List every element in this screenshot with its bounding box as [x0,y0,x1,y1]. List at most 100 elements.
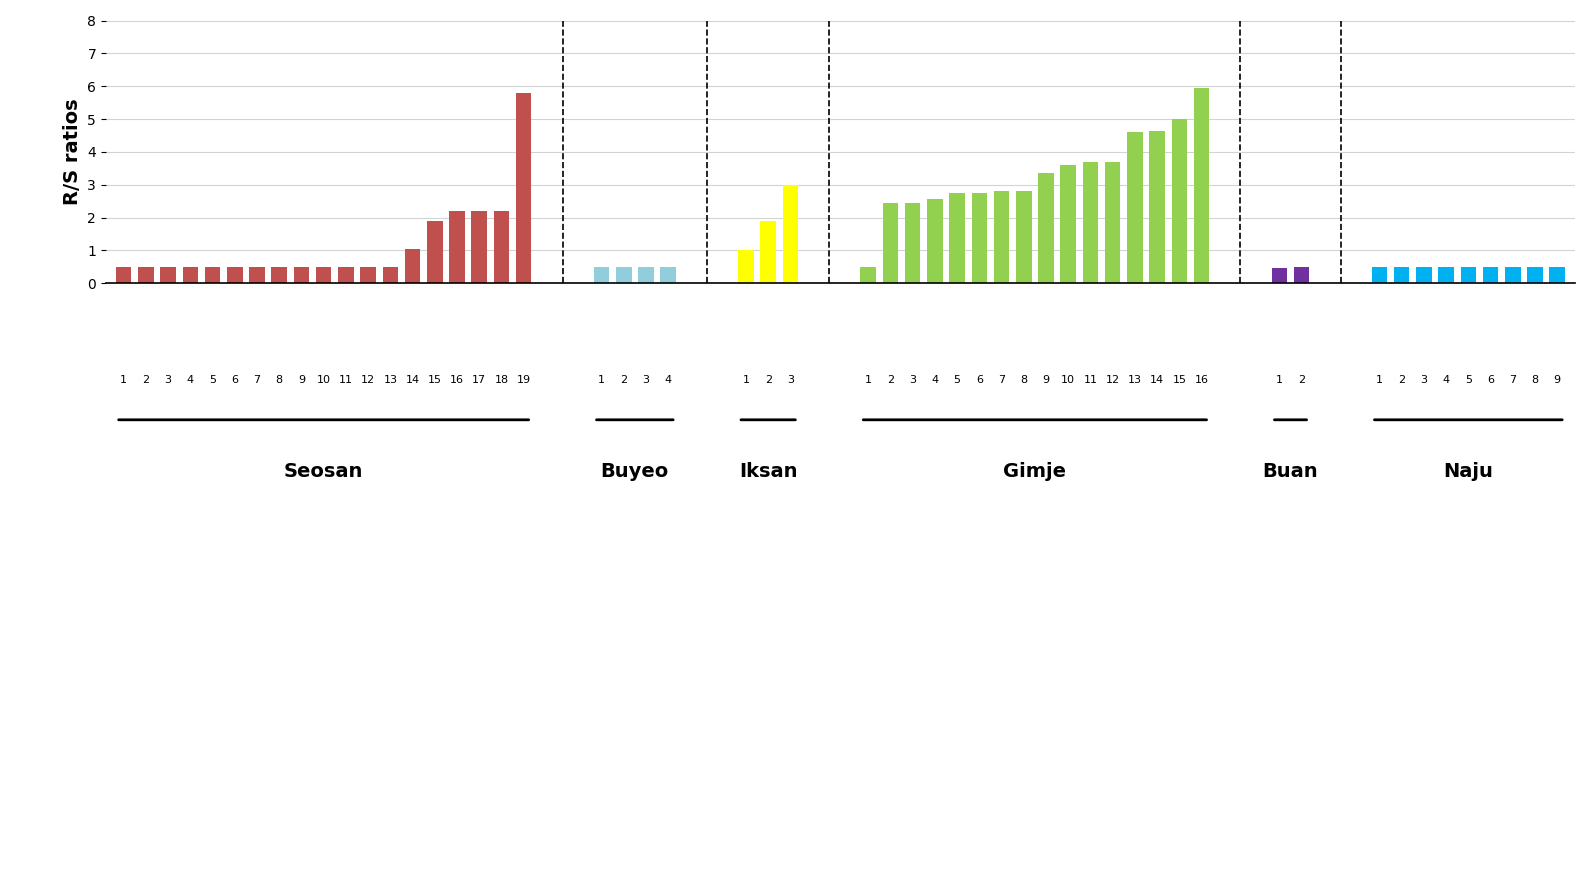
Text: 19: 19 [517,376,531,385]
Text: 18: 18 [494,376,509,385]
Text: 2: 2 [1398,376,1406,385]
Text: 2: 2 [1297,376,1305,385]
Text: 2: 2 [887,376,894,385]
Text: 3: 3 [642,376,649,385]
Text: 11: 11 [1083,376,1097,385]
Text: 3: 3 [1420,376,1428,385]
Text: 15: 15 [1172,376,1186,385]
Bar [971,193,987,283]
Text: Naju: Naju [1444,462,1493,481]
Bar [1016,191,1032,283]
Bar [116,267,132,283]
Text: 15: 15 [428,376,442,385]
Text: 1: 1 [1275,376,1283,385]
Text: 17: 17 [472,376,487,385]
Text: 16: 16 [1194,376,1208,385]
Bar [782,185,798,283]
Text: 6: 6 [976,376,983,385]
Bar [660,267,676,283]
Bar [1294,267,1310,283]
Bar [927,199,943,283]
Bar [494,211,509,283]
Bar [405,248,420,283]
Text: 4: 4 [932,376,938,385]
Bar [1483,267,1498,283]
Text: 2: 2 [142,376,149,385]
Bar [638,267,653,283]
Text: 13: 13 [383,376,398,385]
Text: 16: 16 [450,376,464,385]
Bar [738,250,754,283]
Bar [205,267,221,283]
Y-axis label: R/S ratios: R/S ratios [62,99,81,206]
Bar [1506,267,1520,283]
Text: 6: 6 [231,376,238,385]
Bar [760,221,776,283]
Bar [272,267,288,283]
Bar [1127,132,1143,283]
Text: 3: 3 [787,376,793,385]
Text: 1: 1 [121,376,127,385]
Bar [383,267,398,283]
Text: 13: 13 [1127,376,1142,385]
Text: 7: 7 [1509,376,1517,385]
Bar [1549,267,1565,283]
Text: 4: 4 [1442,376,1450,385]
Bar [183,267,199,283]
Bar [1461,267,1476,283]
Bar [161,267,176,283]
Text: 8: 8 [1021,376,1027,385]
Text: 12: 12 [361,376,375,385]
Bar [361,267,375,283]
Bar [1061,165,1076,283]
Text: Gimje: Gimje [1003,462,1067,481]
Bar [1528,267,1542,283]
Text: 9: 9 [1553,376,1561,385]
Bar [316,267,331,283]
Text: 9: 9 [297,376,305,385]
Bar [1150,131,1165,283]
Text: 14: 14 [405,376,420,385]
Text: 3: 3 [165,376,172,385]
Text: Iksan: Iksan [739,462,798,481]
Text: 10: 10 [316,376,331,385]
Bar [1105,162,1121,283]
Text: 8: 8 [275,376,283,385]
Bar [949,193,965,283]
Text: 5: 5 [954,376,960,385]
Bar [593,267,609,283]
Bar [905,203,921,283]
Bar [339,267,353,283]
Text: 5: 5 [208,376,216,385]
Text: 1: 1 [743,376,749,385]
Text: 1: 1 [1375,376,1383,385]
Text: 1: 1 [865,376,871,385]
Text: 4: 4 [665,376,671,385]
Text: 14: 14 [1150,376,1164,385]
Bar [1038,174,1054,283]
Bar [1272,269,1288,283]
Bar [1172,119,1188,283]
Text: 9: 9 [1043,376,1049,385]
Bar [860,267,876,283]
Bar [1394,267,1409,283]
Bar [450,211,464,283]
Text: 8: 8 [1531,376,1539,385]
Bar [472,211,487,283]
Bar [1083,162,1099,283]
Bar [994,191,1010,283]
Text: 2: 2 [765,376,771,385]
Bar [428,221,442,283]
Text: 3: 3 [909,376,916,385]
Bar [882,203,898,283]
Bar [138,267,154,283]
Bar [1417,267,1431,283]
Text: Buyeo: Buyeo [601,462,669,481]
Bar [515,93,531,283]
Text: 5: 5 [1464,376,1472,385]
Text: 6: 6 [1487,376,1495,385]
Text: 1: 1 [598,376,606,385]
Bar [250,267,266,283]
Text: 12: 12 [1105,376,1119,385]
Bar [1194,88,1210,283]
